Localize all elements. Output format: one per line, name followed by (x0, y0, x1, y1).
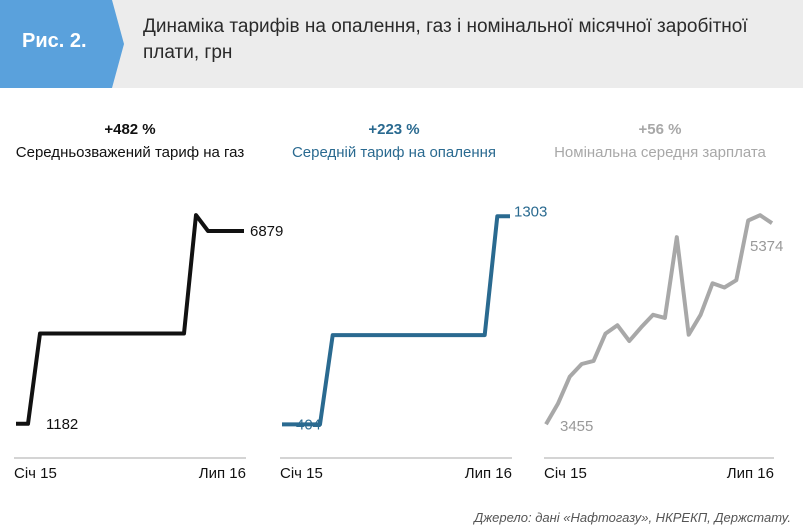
figure-title: Динаміка тарифів на опалення, газ і номі… (143, 16, 748, 63)
end-value-label: 6879 (250, 223, 283, 240)
end-value-label: 5374 (750, 238, 783, 255)
start-value-label: 1182 (46, 416, 78, 433)
panel-change-value: +56 % (639, 121, 682, 138)
panel-change-value: +482 % (104, 121, 155, 138)
figure-header: Рис. 2. Динаміка тарифів на опалення, га… (0, 0, 803, 88)
panel-change-value: +223 % (368, 121, 419, 138)
x-tick-label: Січ 15 (14, 465, 57, 482)
x-tick-label: Січ 15 (280, 465, 323, 482)
panel-series-title: Середньозважений тариф на газ (16, 144, 245, 161)
series-line (544, 213, 774, 426)
x-tick-label: Січ 15 (544, 465, 587, 482)
charts-area: +482 % Середньозважений тариф на газ 1182 6… (14, 121, 783, 482)
figure-label: Рис. 2. (22, 30, 87, 52)
start-value-label: 3455 (560, 418, 593, 435)
start-value-label: 404 (296, 416, 321, 433)
end-value-label: 1303 (514, 203, 547, 220)
source-note: Джерело: дані «Нафтогазу», НКРЕКП, Держс… (474, 510, 791, 525)
x-tick-label: Лип 16 (199, 465, 246, 482)
x-tick-label: Лип 16 (465, 465, 512, 482)
x-tick-label: Лип 16 (727, 465, 774, 482)
series-line (16, 213, 244, 426)
panel-series-title: Середній тариф на опалення (292, 144, 496, 161)
figure-badge: Рис. 2. (0, 0, 124, 88)
series-line (282, 214, 510, 427)
panel-series-title: Номінальна середня зарплата (554, 144, 766, 161)
figure-badge-shape (0, 0, 124, 88)
